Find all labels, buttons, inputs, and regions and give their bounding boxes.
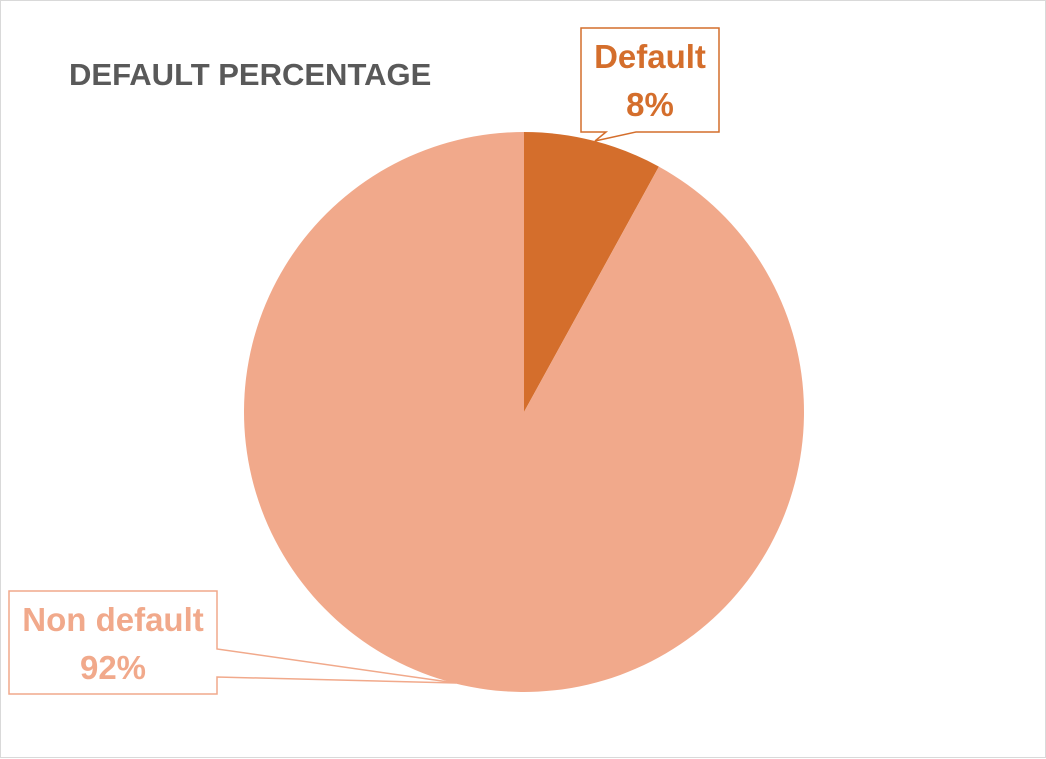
data-label-non-default: Non default 92% [8,590,457,695]
chart-title: DEFAULT PERCENTAGE [69,57,431,92]
callout-box-default [580,27,720,142]
pie-slices [243,132,804,692]
data-label-value-non-default: 92% [80,649,146,686]
data-label-value-default: 8% [626,86,674,123]
data-label-name-default: Default [594,38,706,75]
pie-slice-default [524,132,659,412]
data-label-name-non-default: Non default [22,601,203,638]
pie-slice-non-default [243,132,804,692]
callout-box-non-default [8,590,457,695]
data-label-callouts: Default 8% Non default 92% [8,27,720,695]
data-label-default: Default 8% [580,27,720,142]
